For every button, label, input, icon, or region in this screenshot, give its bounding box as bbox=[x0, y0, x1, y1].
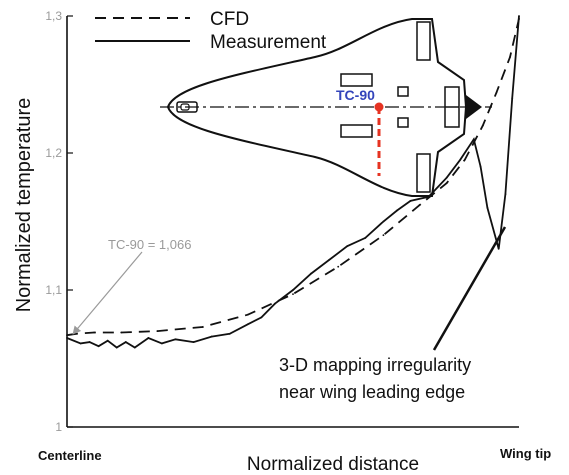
data-point-measurement bbox=[479, 165, 482, 168]
irregularity-annotation-pointer bbox=[432, 226, 507, 351]
y-tick-label: 1,2 bbox=[45, 146, 62, 160]
data-point-cfd bbox=[495, 91, 498, 94]
data-point-cfd bbox=[75, 332, 77, 335]
data-point-measurement bbox=[147, 337, 150, 339]
data-point-cfd bbox=[382, 234, 385, 237]
irregularity-annotation-line-2: near wing leading edge bbox=[279, 382, 465, 402]
data-point-measurement bbox=[472, 138, 475, 141]
x-label-centerline: Centerline bbox=[38, 448, 102, 463]
data-point-measurement bbox=[292, 289, 294, 291]
data-point-measurement bbox=[382, 220, 385, 223]
y-tick-labels: 1 1,1 1,2 1,3 bbox=[45, 9, 62, 434]
data-point-measurement bbox=[88, 341, 91, 343]
data-point-cfd bbox=[518, 17, 520, 20]
data-point-measurement bbox=[511, 97, 514, 100]
data-point-measurement bbox=[97, 345, 100, 348]
data-point-cfd bbox=[418, 204, 421, 206]
data-point-measurement bbox=[486, 206, 489, 209]
tc90-marker-label: TC-90 bbox=[336, 87, 375, 103]
data-point-measurement bbox=[504, 193, 507, 196]
legend: CFD Measurement bbox=[95, 9, 327, 53]
y-tick-label: 1 bbox=[55, 420, 62, 434]
data-point-measurement bbox=[396, 209, 398, 212]
shuttle-panel-small-upper bbox=[397, 86, 409, 97]
irregularity-annotation-line-1: 3-D mapping irregularity bbox=[279, 355, 471, 375]
y-tick-marks bbox=[67, 15, 73, 428]
data-point-measurement bbox=[246, 323, 249, 326]
y-tick-label: 1,1 bbox=[45, 283, 62, 297]
y-tick-label: 1,3 bbox=[45, 9, 62, 23]
data-point-measurement bbox=[161, 342, 163, 345]
data-point-cfd bbox=[509, 56, 511, 58]
legend-label-cfd: CFD bbox=[210, 9, 249, 30]
data-point-cfd bbox=[463, 158, 466, 161]
x-label-wing-tip: Wing tip bbox=[500, 446, 551, 461]
tc90-marker-dot bbox=[374, 102, 384, 112]
shuttle-panel-upper bbox=[340, 73, 373, 87]
data-point-measurement bbox=[174, 338, 177, 341]
data-point-measurement bbox=[364, 237, 367, 239]
data-point-cfd bbox=[246, 313, 249, 316]
data-point-measurement bbox=[228, 332, 231, 335]
data-point-cfd bbox=[481, 124, 484, 127]
data-point-measurement bbox=[106, 339, 109, 342]
shuttle-nose-window bbox=[176, 101, 198, 113]
shuttle-panel-lower bbox=[340, 124, 373, 138]
shuttle-tail-upper bbox=[416, 21, 431, 61]
data-point-measurement bbox=[133, 346, 136, 349]
data-point-measurement bbox=[459, 158, 462, 161]
data-point-cfd bbox=[156, 330, 159, 332]
data-point-measurement bbox=[409, 200, 412, 202]
data-point-cfd bbox=[445, 182, 448, 185]
data-point-cfd bbox=[66, 334, 68, 337]
data-point-cfd bbox=[337, 265, 340, 268]
data-point-measurement bbox=[328, 258, 331, 261]
shuttle-panel-small-lower bbox=[397, 117, 409, 128]
shuttle-tail-lower bbox=[416, 153, 431, 193]
data-point-measurement bbox=[115, 346, 118, 349]
data-point-measurement bbox=[66, 337, 68, 339]
shuttle-tail-cone bbox=[466, 95, 482, 119]
data-point-cfd bbox=[120, 331, 123, 334]
data-point-measurement bbox=[192, 341, 195, 343]
legend-label-measurement: Measurement bbox=[210, 32, 327, 53]
shuttle-nose-window-inner bbox=[180, 103, 190, 111]
data-point-measurement bbox=[274, 302, 276, 305]
data-point-measurement bbox=[427, 195, 430, 198]
data-point-measurement bbox=[445, 176, 448, 179]
data-point-measurement bbox=[497, 248, 500, 250]
data-point-measurement bbox=[346, 245, 349, 248]
data-point-cfd bbox=[201, 326, 204, 328]
series-cfd-line bbox=[66, 18, 520, 337]
data-point-cfd bbox=[292, 293, 294, 296]
data-point-measurement bbox=[79, 342, 82, 345]
data-point-measurement bbox=[310, 272, 312, 275]
shuttle-inset: TC-90 bbox=[160, 18, 492, 197]
data-point-measurement bbox=[260, 316, 263, 319]
y-axis-label: Normalized temperature bbox=[13, 98, 35, 313]
data-point-measurement bbox=[124, 341, 127, 343]
data-point-cfd bbox=[93, 331, 96, 334]
tc90-annotation-arrow bbox=[72, 251, 143, 335]
x-axis-label: Normalized distance bbox=[247, 454, 419, 475]
data-point-measurement bbox=[210, 335, 213, 338]
data-point-measurement bbox=[518, 15, 520, 17]
tc90-annotation-text: TC-90 = 1,066 bbox=[108, 237, 191, 252]
series-measurement-points bbox=[66, 15, 520, 349]
